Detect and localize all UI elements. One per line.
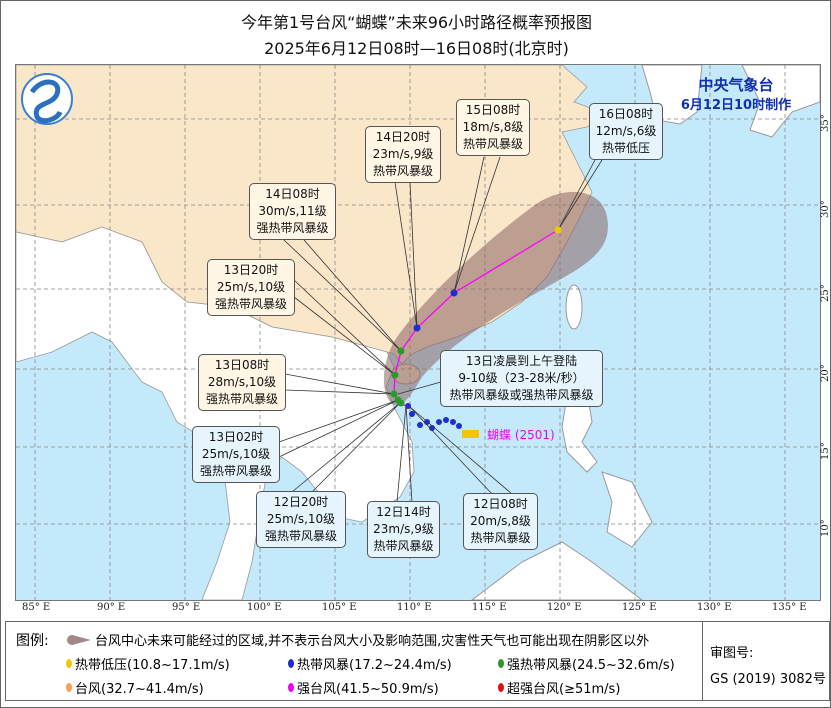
longitude-label: 115° E bbox=[472, 602, 507, 613]
legend: 图例: 台风中心未来可能经过的区域,并不表示台风大小及影响范围,灾害性天气也可能… bbox=[5, 621, 830, 701]
cone-swatch-icon bbox=[67, 634, 91, 645]
green-dot-icon bbox=[498, 659, 504, 668]
latitude-label: 35° N bbox=[820, 114, 831, 132]
callout-12d20: 12日20时 25m/s,10级 强热带风暴级 bbox=[256, 491, 346, 548]
longitude-label: 110° E bbox=[397, 602, 432, 613]
cma-logo bbox=[21, 73, 73, 125]
borneo-land bbox=[471, 541, 643, 600]
callout-14d08: 14日08时 30m/s,11级 强热带风暴级 bbox=[249, 183, 336, 240]
callout-leaders bbox=[278, 156, 603, 503]
latitude-label: 25° N bbox=[820, 284, 831, 302]
legend-item-sty: 强台风(41.5~50.9m/s) bbox=[288, 678, 439, 697]
landfall-callout: 13日凌晨到上午登陆 9-10级（23-28米/秒） 热带风暴级或强热带风暴级 bbox=[440, 350, 603, 407]
callout-13d20: 13日20时 25m/s,10级 强热带风暴级 bbox=[207, 259, 295, 316]
longitude-label: 100° E bbox=[247, 602, 282, 613]
latitude-label: 30° N bbox=[820, 200, 831, 218]
longitude-label: 120° E bbox=[547, 602, 582, 613]
agency-name: 中央气象台 bbox=[698, 76, 774, 94]
longitude-label: 95° E bbox=[172, 602, 201, 613]
map-subtitle: 2025年6月12日08时—16日08时(北京时) bbox=[264, 39, 569, 58]
callout-13d02: 13日02时 25m/s,10级 强热带风暴级 bbox=[192, 426, 280, 483]
review-label: 审图号: bbox=[710, 646, 754, 661]
longitude-label: 85° E bbox=[22, 602, 51, 613]
forecast-points bbox=[390, 226, 562, 407]
philippines-south-land bbox=[601, 471, 653, 548]
callout-12d14: 12日14时 23m/s,9级 热带风暴级 bbox=[367, 501, 440, 558]
longitude-label: 130° E bbox=[697, 602, 732, 613]
blue-dot-icon bbox=[288, 659, 294, 668]
map-title: 今年第1号台风“蝴蝶”未来96小时路径概率预报图 bbox=[240, 13, 593, 32]
taiwan-island bbox=[565, 284, 583, 330]
orange-dot-icon bbox=[66, 683, 72, 692]
callout-13d08: 13日08时 28m/s,10级 强热带风暴级 bbox=[198, 354, 286, 411]
red-dot-icon bbox=[498, 683, 504, 692]
callout-15d08: 15日08时 18m/s,8级 热带风暴级 bbox=[456, 99, 530, 156]
longitude-label: 125° E bbox=[622, 602, 657, 613]
legend-cone-text: 台风中心未来可能经过的区域,并不表示台风大小及影响范围,灾害性天气也可能出现在阴… bbox=[95, 634, 650, 649]
probability-cone bbox=[383, 191, 608, 406]
legend-item-sts: 强热带风暴(24.5~32.6m/s) bbox=[498, 654, 675, 673]
review-number: GS (2019) 3082号 bbox=[710, 672, 826, 687]
longitude-label: 90° E bbox=[97, 602, 126, 613]
typhoon-name-label: 蝴蝶 (2501) bbox=[487, 428, 555, 442]
yellow-dot-icon bbox=[66, 659, 72, 668]
legend-item-ts: 热带风暴(17.2~24.4m/s) bbox=[288, 654, 452, 673]
issue-time: 6月12日10时制作 bbox=[680, 98, 792, 113]
longitude-label: 105° E bbox=[322, 602, 357, 613]
legend-item-td: 热带低压(10.8~17.1m/s) bbox=[66, 654, 230, 673]
latitude-label: 20° N bbox=[820, 364, 831, 382]
legend-cone: 台风中心未来可能经过的区域,并不表示台风大小及影响范围,灾害性天气也可能出现在阴… bbox=[66, 630, 649, 649]
latitude-label: 15° N bbox=[820, 442, 831, 460]
current-position-marker bbox=[462, 430, 479, 438]
magenta-dot-icon bbox=[288, 683, 294, 692]
longitude-label: 135° E bbox=[772, 602, 807, 613]
legend-item-ty: 台风(32.7~41.4m/s) bbox=[66, 678, 204, 697]
callout-16d08: 16日08时 12m/s,6级 热带低压 bbox=[589, 103, 663, 160]
legend-item-supertyphoon: 超强台风(≥51m/s) bbox=[498, 678, 620, 697]
callout-12d08: 12日08时 20m/s,8级 热带风暴级 bbox=[463, 493, 538, 550]
latitude-label: 10° N bbox=[820, 519, 831, 537]
legend-title: 图例: bbox=[16, 633, 49, 649]
past-track bbox=[405, 403, 462, 431]
callout-14d20: 14日20时 23m/s,9级 热带风暴级 bbox=[365, 126, 441, 183]
legend-divider bbox=[702, 622, 703, 700]
